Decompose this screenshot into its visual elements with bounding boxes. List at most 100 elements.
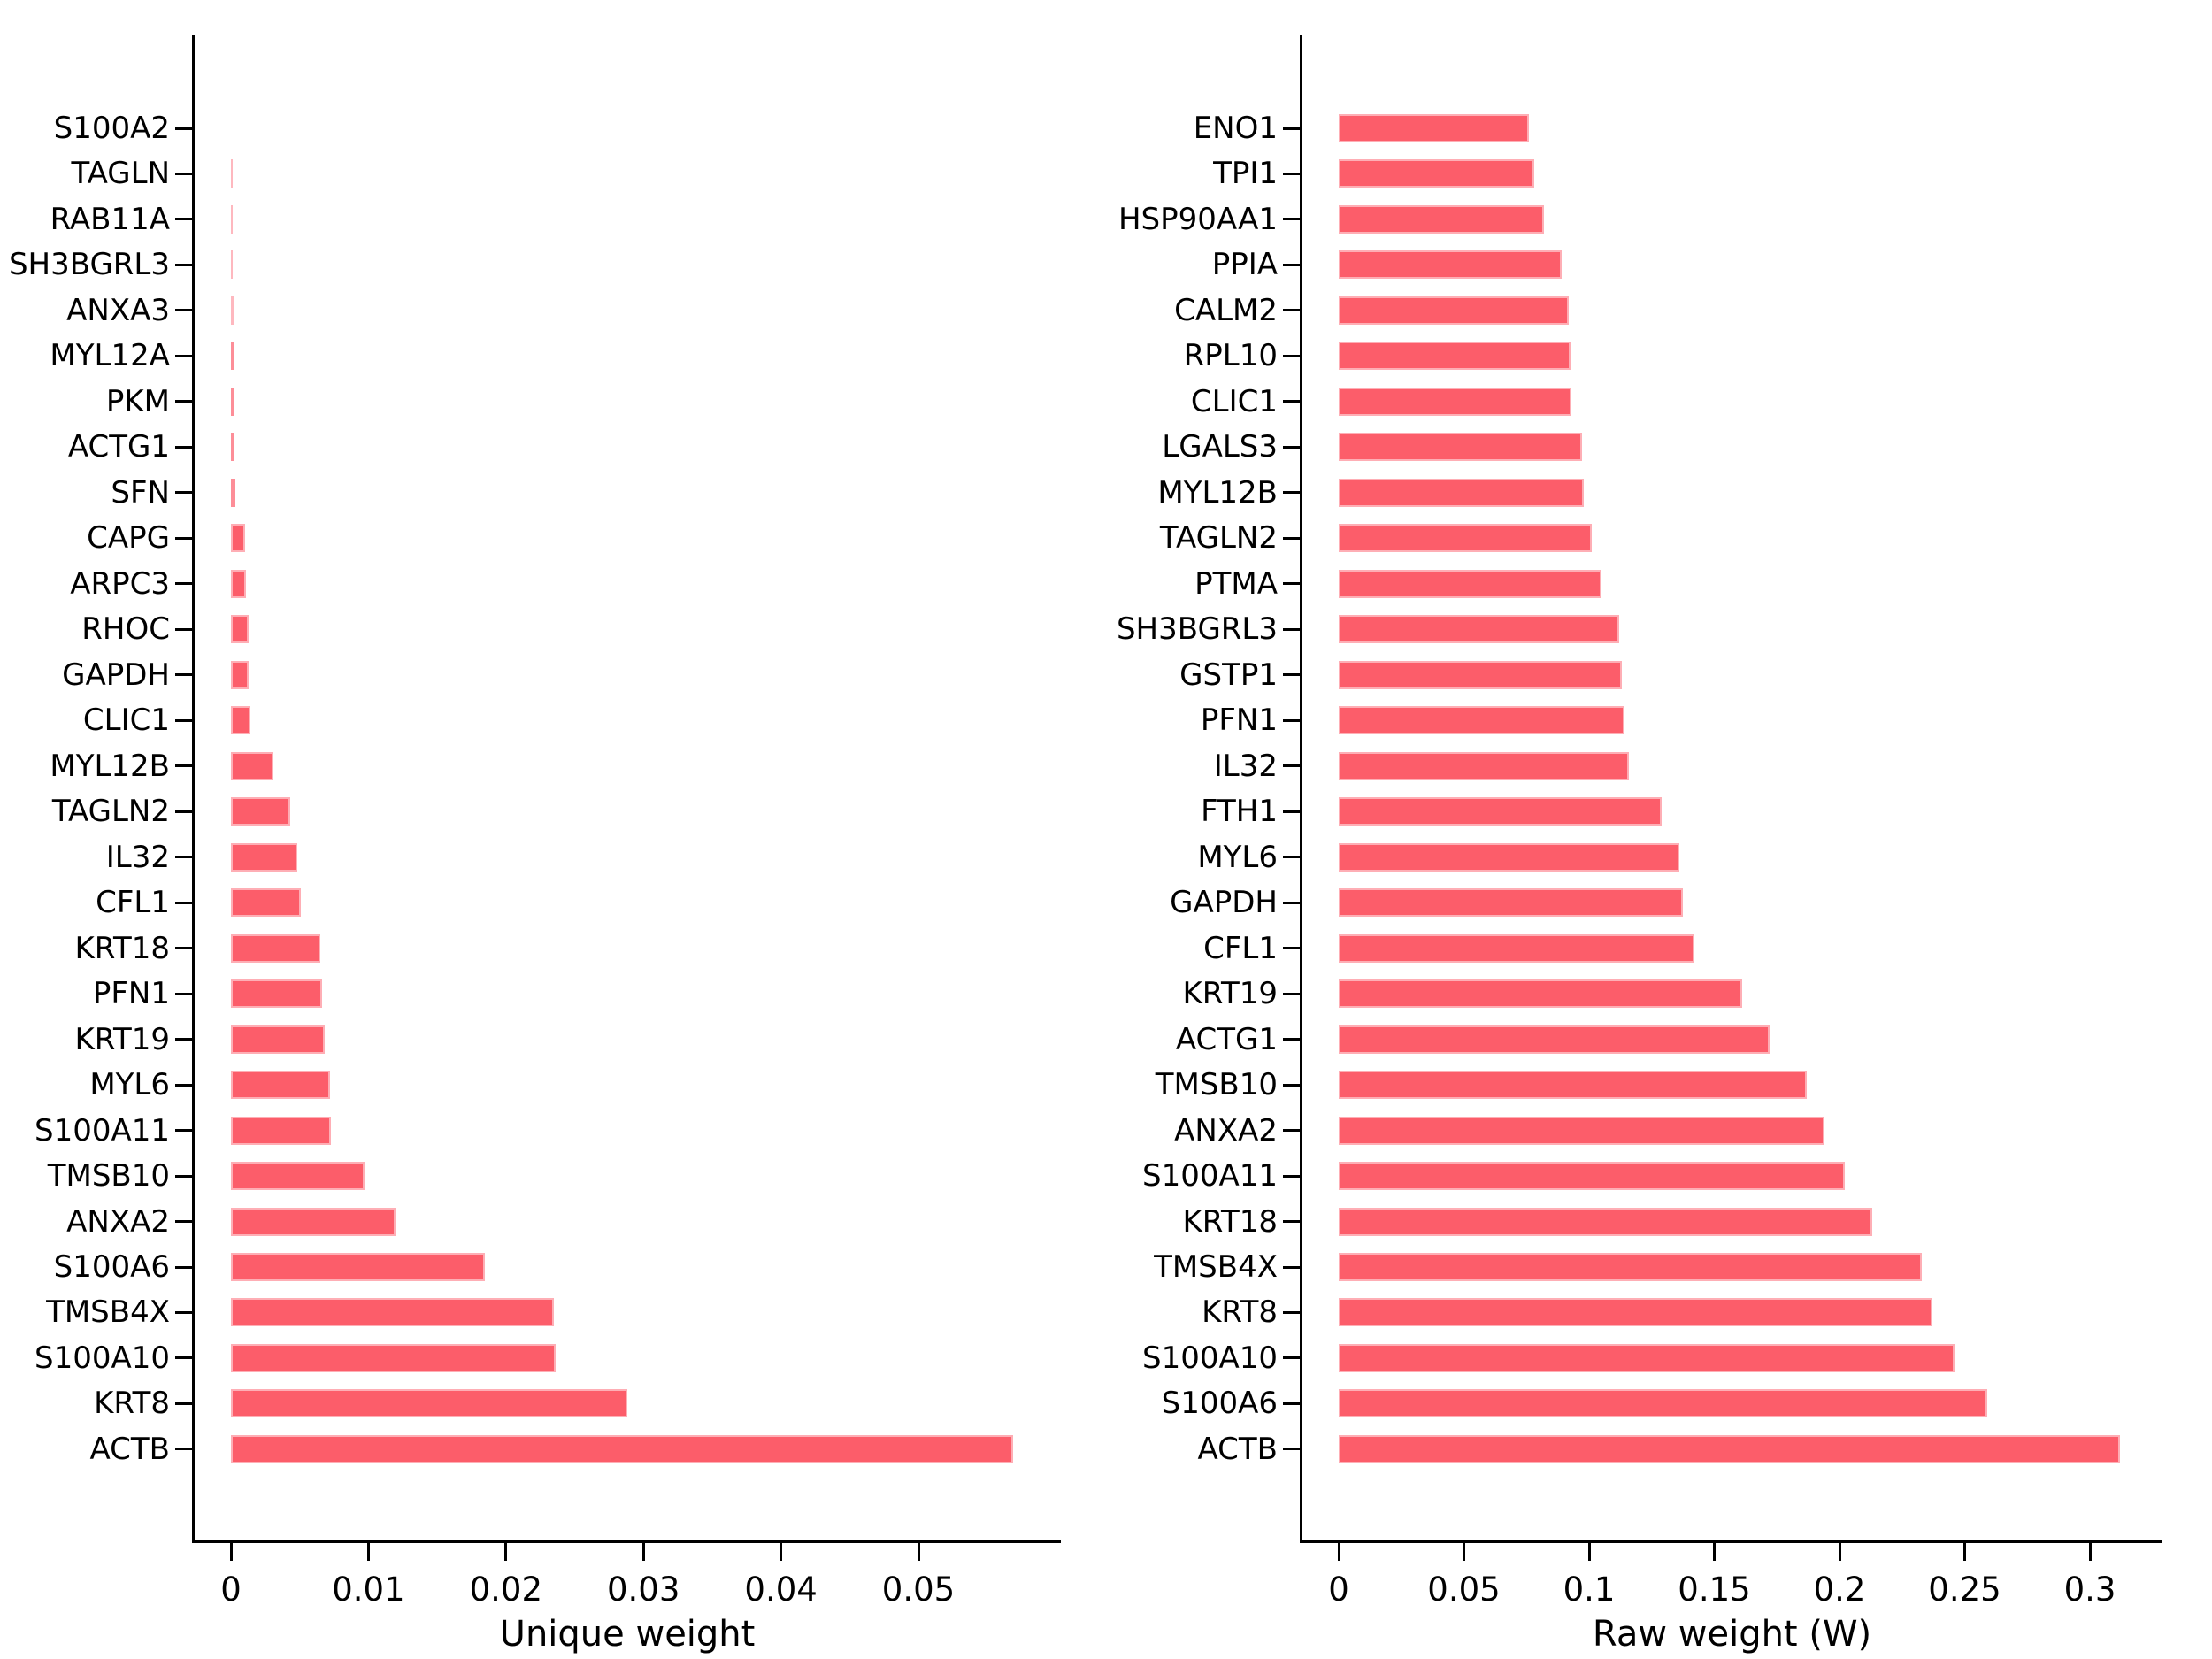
bar-eno1 xyxy=(1339,114,1529,142)
x-axis-title-raw-weight: Raw weight (W) xyxy=(1592,1614,1872,1655)
y-label-actb: ACTB xyxy=(1197,1431,1279,1467)
bar-il32 xyxy=(231,842,297,872)
y-label-pkm: PKM xyxy=(105,383,170,419)
bar-rpl10 xyxy=(1339,342,1571,371)
y-label-s100a11: S100A11 xyxy=(35,1112,170,1148)
y-label-tagln2: TAGLN2 xyxy=(51,794,170,830)
y-tick xyxy=(1283,1402,1301,1405)
bar-myl6 xyxy=(231,1071,330,1100)
bar-myl6 xyxy=(1339,842,1679,872)
y-label-fth1: FTH1 xyxy=(1201,794,1278,830)
x-axis-line xyxy=(1299,1540,2162,1543)
y-tick xyxy=(1283,627,1301,631)
bar-ptma xyxy=(1339,569,1601,598)
y-label-gstp1: GSTP1 xyxy=(1179,657,1278,693)
y-tick xyxy=(1283,901,1301,904)
y-label-krt18: KRT18 xyxy=(1182,1203,1278,1240)
y-label-actg1: ACTG1 xyxy=(1175,1021,1278,1057)
x-tick-label: 0.04 xyxy=(744,1571,818,1609)
y-tick xyxy=(175,1310,193,1314)
y-tick xyxy=(1283,1038,1301,1041)
bar-arpc3 xyxy=(231,569,246,598)
x-tick-label: 0.05 xyxy=(881,1571,956,1609)
bar-sh3bgrl3 xyxy=(231,250,233,280)
y-tick xyxy=(175,400,193,403)
bar-actb xyxy=(1339,1434,2120,1463)
y-label-ptma: PTMA xyxy=(1194,565,1278,602)
y-tick xyxy=(1283,947,1301,950)
y-label-actg1: ACTG1 xyxy=(67,429,170,465)
bar-clic1 xyxy=(231,706,250,735)
bar-myl12a xyxy=(231,342,234,371)
y-tick xyxy=(1283,445,1301,449)
y-label-pfn1: PFN1 xyxy=(1200,703,1278,739)
y-label-myl12a: MYL12A xyxy=(50,338,170,374)
bar-pkm xyxy=(231,387,234,416)
y-label-tagln2: TAGLN2 xyxy=(1159,520,1278,557)
bar-pfn1 xyxy=(1339,706,1624,735)
bar-cfl1 xyxy=(1339,933,1694,963)
y-label-cfl1: CFL1 xyxy=(1203,930,1278,966)
y-label-tagln: TAGLN xyxy=(71,156,170,192)
x-tick-label: 0.15 xyxy=(1678,1571,1751,1609)
bar-gstp1 xyxy=(1339,660,1622,689)
y-tick xyxy=(175,263,193,266)
y-tick xyxy=(175,627,193,631)
bar-actg1 xyxy=(1339,1025,1770,1054)
y-label-s100a6: S100A6 xyxy=(1161,1386,1278,1422)
x-tick-label: 0.03 xyxy=(606,1571,680,1609)
bar-capg xyxy=(231,524,245,553)
x-tick-label: 0.2 xyxy=(1813,1571,1866,1609)
y-label-il32: IL32 xyxy=(1213,748,1278,784)
bar-cfl1 xyxy=(231,888,301,918)
y-tick xyxy=(175,764,193,768)
x-tick xyxy=(1463,1543,1465,1561)
x-tick-label: 0.01 xyxy=(332,1571,405,1609)
bar-tmsb10 xyxy=(231,1162,365,1191)
y-label-s100a10: S100A10 xyxy=(1142,1340,1278,1376)
y-label-ppia: PPIA xyxy=(1211,247,1278,283)
x-tick xyxy=(2088,1543,2092,1561)
bar-tagln xyxy=(231,159,233,188)
y-tick xyxy=(1283,354,1301,357)
y-tick xyxy=(1283,1174,1301,1178)
bar-myl12b xyxy=(231,751,273,780)
y-label-eno1: ENO1 xyxy=(1193,111,1278,146)
y-label-actb: ACTB xyxy=(89,1431,171,1467)
bar-krt19 xyxy=(1339,979,1742,1009)
y-label-tmsb10: TMSB10 xyxy=(47,1158,170,1194)
bar-s100a10 xyxy=(231,1343,556,1372)
x-tick-label: 0.25 xyxy=(1928,1571,2001,1609)
x-tick xyxy=(641,1543,645,1561)
y-tick xyxy=(175,1083,193,1087)
y-tick xyxy=(175,582,193,586)
y-label-krt19: KRT19 xyxy=(74,1021,170,1057)
bar-calm2 xyxy=(1339,296,1569,325)
y-tick xyxy=(175,1220,193,1224)
x-tick xyxy=(1587,1543,1591,1561)
bar-rhoc xyxy=(231,615,249,644)
y-tick xyxy=(175,445,193,449)
y-label-clic1: CLIC1 xyxy=(1190,383,1278,419)
bar-clic1 xyxy=(1339,387,1571,416)
bar-s100a6 xyxy=(1339,1389,1987,1418)
y-tick xyxy=(1283,172,1301,175)
y-label-rpl10: RPL10 xyxy=(1183,338,1278,374)
y-tick xyxy=(175,309,193,312)
x-tick xyxy=(917,1543,920,1561)
y-tick xyxy=(175,172,193,175)
x-tick-label: 0.02 xyxy=(469,1571,542,1609)
bar-sfn xyxy=(231,478,235,507)
bar-gapdh xyxy=(1339,888,1683,918)
x-tick xyxy=(1838,1543,1841,1561)
bar-krt8 xyxy=(231,1389,627,1418)
y-label-tmsb4x: TMSB4X xyxy=(1154,1249,1278,1285)
y-tick xyxy=(1283,1220,1301,1224)
y-label-anxa2: ANXA2 xyxy=(1174,1112,1278,1148)
y-label-gapdh: GAPDH xyxy=(1170,885,1278,921)
y-tick xyxy=(175,354,193,357)
bar-sh3bgrl3 xyxy=(1339,615,1619,644)
y-tick xyxy=(175,536,193,540)
bar-krt8 xyxy=(1339,1298,1932,1327)
x-tick-label: 0 xyxy=(1328,1571,1349,1609)
